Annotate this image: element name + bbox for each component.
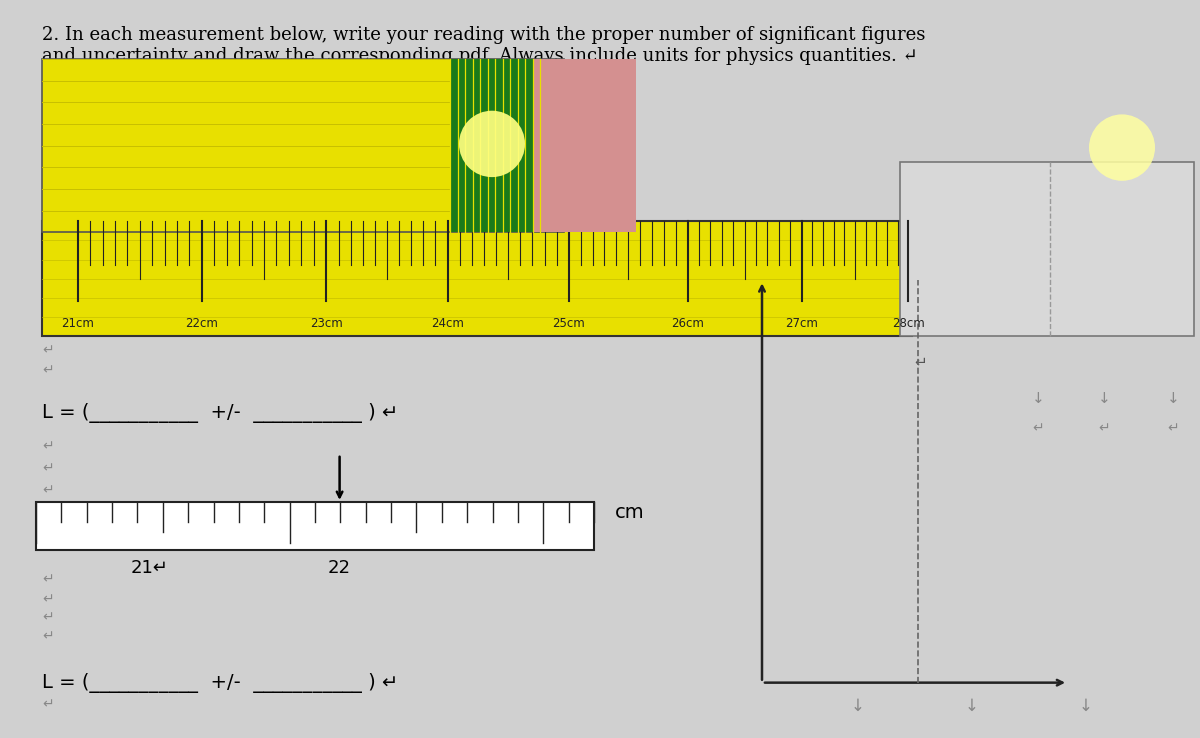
Text: 25cm: 25cm (552, 317, 586, 330)
Text: ↵: ↵ (42, 462, 54, 475)
Text: ↵: ↵ (1168, 421, 1180, 435)
Text: ↵: ↵ (1098, 421, 1110, 435)
Text: ↵: ↵ (914, 354, 928, 369)
Text: L = (___________  +/-  ___________ ) ↵: L = (___________ +/- ___________ ) ↵ (42, 672, 398, 693)
Text: 22cm: 22cm (185, 317, 218, 330)
Text: ↵: ↵ (42, 344, 54, 357)
Bar (450, 59, 540, 232)
Text: 21cm: 21cm (61, 317, 95, 330)
Ellipse shape (1090, 114, 1154, 181)
Ellipse shape (458, 111, 526, 177)
Text: ↵: ↵ (42, 573, 54, 586)
Text: ↵: ↵ (42, 440, 54, 453)
Text: ↓: ↓ (1079, 697, 1093, 715)
Bar (36, 502, 594, 550)
Text: 28cm: 28cm (892, 317, 925, 330)
Text: L = (___________  +/-  ___________ ) ↵: L = (___________ +/- ___________ ) ↵ (42, 403, 398, 424)
Bar (42, 221, 912, 336)
Bar (534, 59, 636, 232)
Text: 23cm: 23cm (310, 317, 343, 330)
Text: 26cm: 26cm (671, 317, 704, 330)
Text: 21↵: 21↵ (131, 559, 169, 576)
Text: ↵: ↵ (42, 364, 54, 377)
Text: ↵: ↵ (42, 630, 54, 643)
Text: 27cm: 27cm (785, 317, 818, 330)
Bar (42, 59, 564, 232)
Text: ↓: ↓ (965, 697, 979, 715)
Text: 24cm: 24cm (431, 317, 464, 330)
Text: ↵: ↵ (42, 611, 54, 624)
Text: 22: 22 (328, 559, 352, 576)
Text: cm: cm (614, 503, 644, 523)
Text: ↓: ↓ (1098, 391, 1110, 406)
Text: ↓: ↓ (1032, 391, 1044, 406)
Text: ↵: ↵ (42, 593, 54, 606)
Text: ↓: ↓ (1168, 391, 1180, 406)
Text: ↓: ↓ (851, 697, 865, 715)
Text: ↵: ↵ (42, 698, 54, 711)
Text: ↵: ↵ (42, 484, 54, 497)
Text: 2. In each measurement below, write your reading with the proper number of signi: 2. In each measurement below, write your… (42, 26, 925, 65)
Bar (900, 162, 1194, 336)
Text: ↵: ↵ (1032, 421, 1044, 435)
